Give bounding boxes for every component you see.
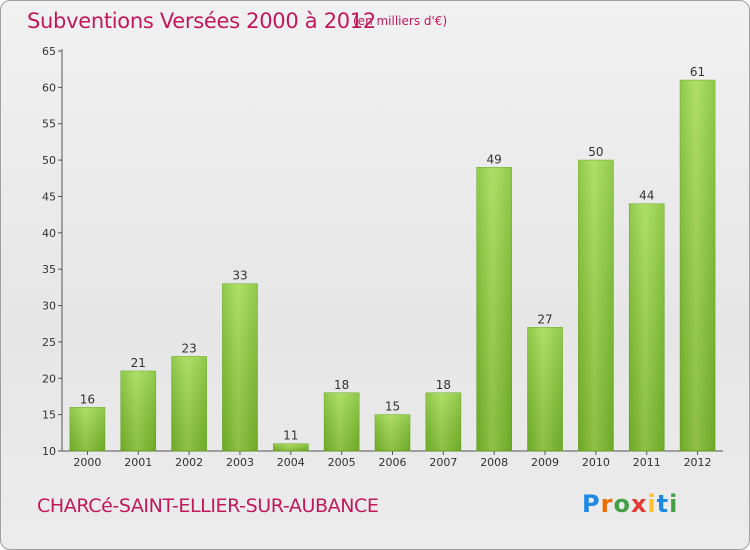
- logo-letter: x: [630, 490, 648, 518]
- y-tick-label: 15: [42, 409, 56, 422]
- x-tick-label-2011: 2011: [633, 456, 661, 469]
- x-tick-label-2007: 2007: [429, 456, 457, 469]
- y-tick-label: 30: [42, 300, 56, 313]
- logo-letter: i: [647, 490, 657, 518]
- logo-letter: o: [613, 490, 631, 518]
- data-label-2011: 44: [639, 189, 654, 203]
- y-tick-label: 40: [42, 227, 56, 240]
- chart-subtitle: (en milliers d'€): [353, 14, 448, 28]
- data-label-2004: 11: [283, 429, 298, 443]
- x-tick-label-2004: 2004: [277, 456, 305, 469]
- data-label-2005: 18: [334, 378, 349, 392]
- x-tick-label-2001: 2001: [124, 456, 152, 469]
- bar-shade-2010: [578, 160, 614, 451]
- logo-letter: r: [600, 490, 614, 518]
- axes: 10 15 20 25 30 35 40 45 50 55 60 65 2000 2001 2002 2003…: [42, 45, 723, 469]
- bar-shade-2007: [425, 392, 461, 451]
- bar-shade-2001: [120, 371, 156, 451]
- data-label-2003: 33: [232, 269, 247, 283]
- x-tick-label-2012: 2012: [684, 456, 712, 469]
- y-tick-label: 20: [42, 372, 56, 385]
- data-label-2001: 21: [131, 356, 146, 370]
- data-label-2006: 15: [385, 400, 400, 414]
- x-tick-label-2010: 2010: [582, 456, 610, 469]
- data-label-2010: 50: [588, 145, 603, 159]
- logo-letter: P: [582, 490, 601, 518]
- x-tick-label-2000: 2000: [73, 456, 101, 469]
- bar-shade-2005: [324, 392, 360, 451]
- bar-shade-2003: [222, 283, 258, 451]
- bars: [69, 79, 716, 452]
- data-label-2008: 49: [487, 152, 502, 166]
- commune-name: CHARCé-SAINT-ELLIER-SUR-AUBANCE: [37, 495, 379, 517]
- y-tick-label: 60: [42, 81, 56, 94]
- bar-shade-2009: [527, 327, 563, 451]
- y-tick-label: 35: [42, 263, 56, 276]
- x-tick-label-2002: 2002: [175, 456, 203, 469]
- bar-shade-2000: [69, 407, 105, 451]
- data-label-2000: 16: [80, 392, 95, 406]
- x-tick-label-2006: 2006: [379, 456, 407, 469]
- logo-letter: t: [656, 490, 670, 518]
- bar-shade-2011: [629, 203, 665, 451]
- x-tick-label-2003: 2003: [226, 456, 254, 469]
- y-tick-label: 25: [42, 336, 56, 349]
- bar-shade-2008: [476, 167, 512, 451]
- logo-letter: i: [669, 490, 679, 518]
- data-label-2007: 18: [436, 378, 451, 392]
- x-tick-label-2008: 2008: [480, 456, 508, 469]
- data-labels: 16 21 23 33 11 18 15 18 49 27 50 44 61: [80, 65, 705, 443]
- bar-shade-2006: [375, 414, 410, 451]
- x-tick-label-2005: 2005: [328, 456, 356, 469]
- y-tick-label: 10: [42, 445, 56, 458]
- bar-shade-2012: [680, 80, 716, 451]
- bar-shade-2002: [171, 356, 207, 451]
- proxiti-logo: Proxiti: [582, 490, 678, 518]
- data-label-2009: 27: [537, 312, 552, 326]
- y-tick-label: 65: [42, 45, 56, 58]
- data-label-2002: 23: [181, 341, 196, 355]
- y-tick-label: 45: [42, 190, 56, 203]
- data-label-2012: 61: [690, 65, 705, 79]
- y-tick-label: 55: [42, 118, 56, 131]
- bar-shade-2004: [273, 443, 309, 451]
- chart-title: Subventions Versées 2000 à 2012: [27, 9, 376, 33]
- x-tick-label-2009: 2009: [531, 456, 559, 469]
- y-tick-label: 50: [42, 154, 56, 167]
